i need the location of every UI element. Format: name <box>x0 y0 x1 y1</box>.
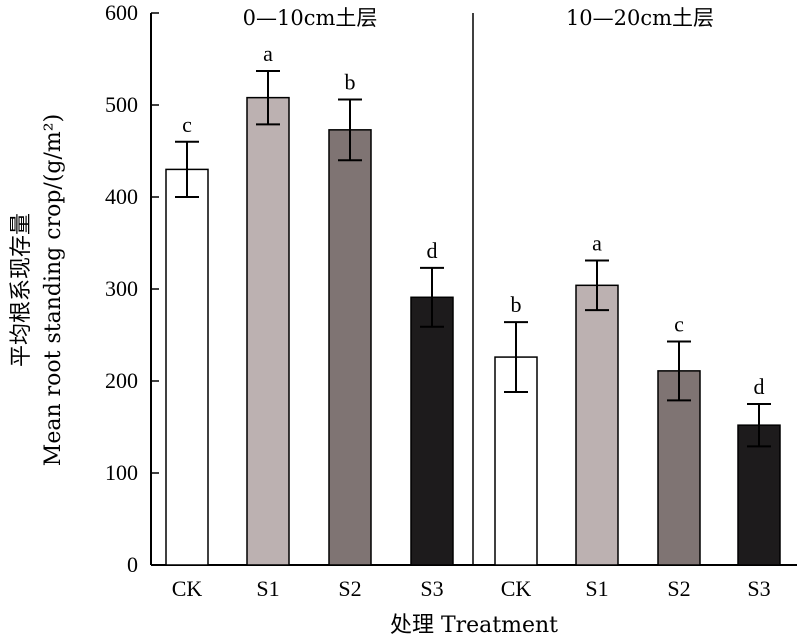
panel-title-left: 0—10cm土层 <box>243 6 378 30</box>
bar-s1 <box>246 96 290 566</box>
bars-group <box>165 69 781 566</box>
y-tick-label: 600 <box>105 0 138 25</box>
bar-s2 <box>657 370 701 566</box>
bar-ck <box>165 168 209 566</box>
significance-letter: b <box>345 69 356 94</box>
bar-s1 <box>575 284 619 566</box>
x-tick-label: S2 <box>667 576 690 601</box>
bar-s3 <box>410 296 454 566</box>
y-tick-label: 200 <box>105 368 138 393</box>
x-tick-label: S2 <box>338 576 361 601</box>
x-tick-label: CK <box>172 576 203 601</box>
significance-letter: d <box>427 238 438 263</box>
x-tick-label: CK <box>501 576 532 601</box>
y-tick-label: 0 <box>127 552 138 577</box>
significance-letter: a <box>592 230 602 255</box>
significance-letter: c <box>674 311 684 336</box>
significance-letter: a <box>263 41 273 66</box>
y-tick-label: 100 <box>105 460 138 485</box>
panel-title-right: 10—20cm土层 <box>566 6 714 30</box>
significance-letter: d <box>754 374 765 399</box>
x-tick-label: S3 <box>420 576 443 601</box>
x-axis-title: 处理 Treatment <box>390 613 558 638</box>
y-tick-label: 300 <box>105 276 138 301</box>
bar-s2 <box>328 129 372 566</box>
significance-letter: b <box>511 292 522 317</box>
significance-letter: c <box>182 112 192 137</box>
x-tick-label: S3 <box>747 576 770 601</box>
labels-group: c CK a S1 b S2 d S3 b CK a S1 c S2 d S3 <box>172 41 771 601</box>
y-axis-title-cn: 平均根系现存量 <box>9 213 34 367</box>
y-axis-title-en: Mean root standing crop/(g/m²) <box>41 114 66 466</box>
y-tick-label: 500 <box>105 92 138 117</box>
x-tick-label: S1 <box>256 576 279 601</box>
y-tick-label: 400 <box>105 184 138 209</box>
x-tick-label: S1 <box>585 576 608 601</box>
